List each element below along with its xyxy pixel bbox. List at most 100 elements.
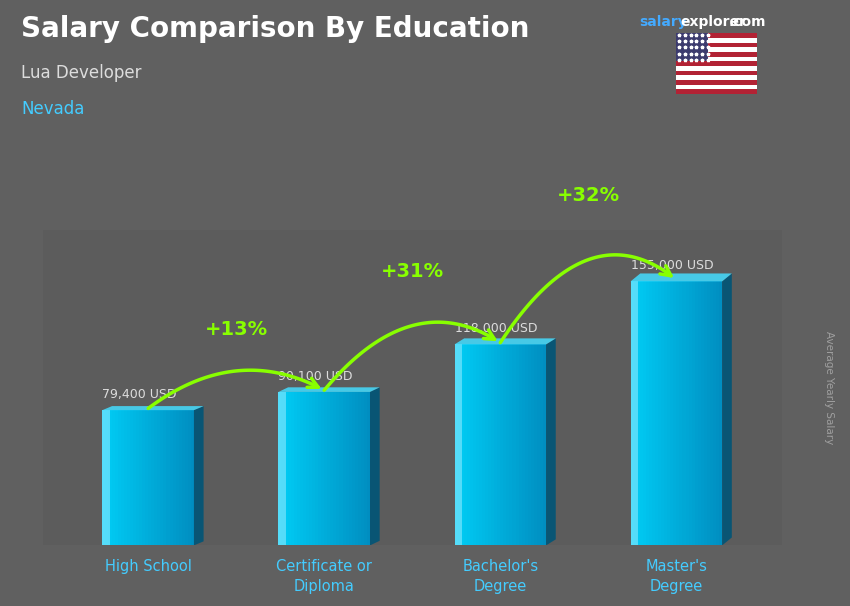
Bar	[287, 392, 291, 545]
Bar	[676, 85, 756, 89]
Bar	[339, 392, 343, 545]
Bar	[685, 281, 688, 545]
Bar	[676, 66, 756, 71]
Bar	[321, 392, 325, 545]
Polygon shape	[455, 338, 556, 344]
Bar	[676, 75, 756, 80]
Bar	[279, 392, 286, 545]
Bar	[130, 410, 133, 545]
Text: +32%: +32%	[557, 185, 620, 205]
Bar	[649, 281, 652, 545]
Bar	[358, 392, 361, 545]
Bar	[306, 392, 309, 545]
Bar	[677, 281, 680, 545]
Polygon shape	[102, 406, 204, 410]
Bar	[631, 281, 634, 545]
Polygon shape	[631, 273, 732, 281]
Bar	[102, 410, 110, 545]
Bar	[671, 281, 674, 545]
Bar	[485, 344, 489, 545]
Bar	[467, 344, 470, 545]
Polygon shape	[279, 387, 380, 392]
Bar	[117, 410, 121, 545]
Bar	[716, 281, 719, 545]
Bar	[491, 344, 495, 545]
Bar	[661, 281, 665, 545]
Bar	[364, 392, 367, 545]
Bar	[191, 410, 195, 545]
Bar	[540, 344, 543, 545]
Bar	[309, 392, 312, 545]
Bar	[704, 281, 707, 545]
Bar	[513, 344, 516, 545]
Bar	[285, 392, 288, 545]
Bar	[683, 281, 686, 545]
Bar	[463, 344, 467, 545]
Text: salary: salary	[639, 15, 687, 29]
Bar	[676, 38, 756, 42]
Bar	[667, 281, 671, 545]
Bar	[105, 410, 109, 545]
Bar	[658, 281, 661, 545]
Bar	[473, 344, 476, 545]
Bar	[184, 410, 188, 545]
Text: 118,000 USD: 118,000 USD	[455, 322, 537, 335]
Bar	[148, 410, 151, 545]
Polygon shape	[546, 338, 556, 545]
Bar	[516, 344, 519, 545]
Text: Lua Developer: Lua Developer	[21, 64, 142, 82]
Bar	[528, 344, 531, 545]
Bar	[312, 392, 315, 545]
Bar	[494, 344, 497, 545]
Bar	[534, 344, 537, 545]
Bar	[361, 392, 365, 545]
Bar	[479, 344, 482, 545]
Bar	[154, 410, 157, 545]
Bar	[145, 410, 149, 545]
Bar	[327, 392, 331, 545]
Polygon shape	[194, 406, 204, 545]
Text: 79,400 USD: 79,400 USD	[102, 388, 177, 401]
Bar	[163, 410, 167, 545]
Bar	[707, 281, 711, 545]
Bar	[509, 344, 513, 545]
Bar	[694, 281, 698, 545]
Text: Salary Comparison By Education: Salary Comparison By Education	[21, 15, 530, 43]
Bar	[640, 281, 643, 545]
Bar	[522, 344, 525, 545]
Bar	[476, 344, 479, 545]
Bar	[676, 33, 708, 61]
Bar	[676, 56, 756, 61]
Bar	[455, 344, 458, 545]
Text: .com: .com	[728, 15, 766, 29]
Bar	[136, 410, 139, 545]
Bar	[111, 410, 115, 545]
Bar	[348, 392, 352, 545]
Bar	[300, 392, 303, 545]
Bar	[279, 392, 282, 545]
Bar	[692, 281, 695, 545]
Text: explorer: explorer	[680, 15, 746, 29]
Bar	[303, 392, 306, 545]
Text: 90,100 USD: 90,100 USD	[279, 370, 353, 382]
Bar	[543, 344, 547, 545]
Bar	[139, 410, 143, 545]
Bar	[673, 281, 677, 545]
Bar	[710, 281, 713, 545]
Bar	[676, 42, 756, 47]
Bar	[652, 281, 655, 545]
Bar	[633, 281, 637, 545]
Bar	[337, 392, 340, 545]
Bar	[676, 47, 756, 52]
Bar	[124, 410, 128, 545]
Bar	[315, 392, 319, 545]
Text: Nevada: Nevada	[21, 100, 85, 118]
Bar	[631, 281, 638, 545]
Bar	[346, 392, 349, 545]
Text: +13%: +13%	[205, 320, 268, 339]
Bar	[121, 410, 124, 545]
Bar	[161, 410, 164, 545]
Bar	[646, 281, 649, 545]
Bar	[333, 392, 337, 545]
Bar	[354, 392, 358, 545]
